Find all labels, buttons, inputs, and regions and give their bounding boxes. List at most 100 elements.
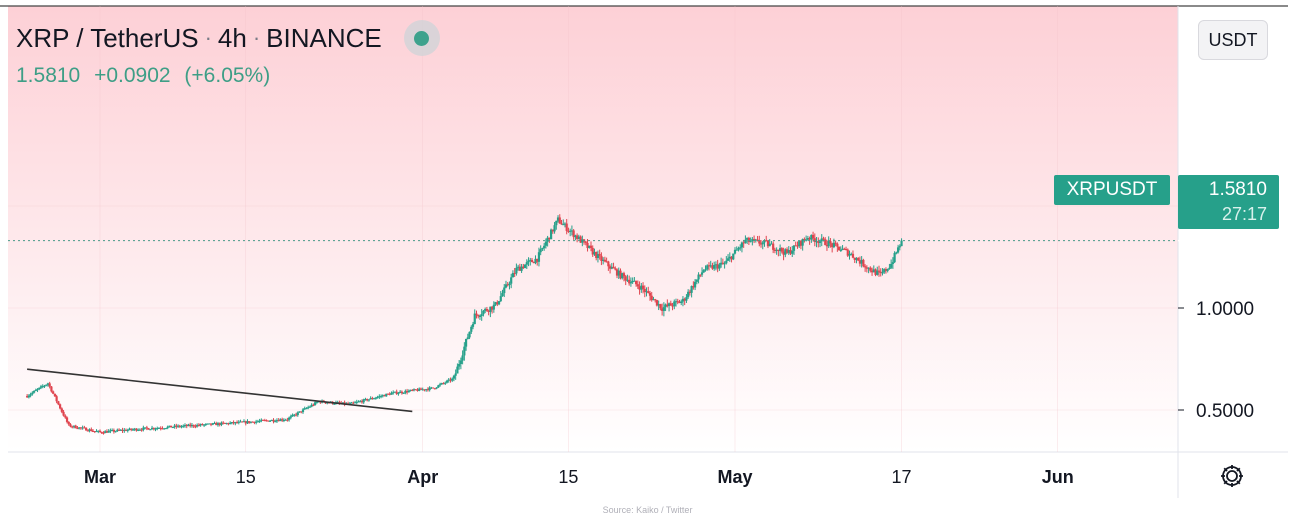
candle-body — [31, 392, 34, 395]
candle-body — [865, 267, 868, 269]
candle-body — [801, 238, 804, 246]
gear-icon[interactable] — [1217, 461, 1247, 491]
candle-body — [614, 268, 617, 270]
candle-body — [754, 239, 757, 241]
symbol-price-tag: XRPUSDT — [1054, 175, 1170, 205]
candle-body — [405, 390, 409, 393]
candle-body — [803, 238, 806, 241]
candle-body — [50, 386, 53, 392]
candle-body — [510, 277, 513, 284]
candle-body — [739, 247, 742, 249]
candle-body — [765, 240, 768, 242]
candle-body — [621, 273, 624, 279]
candle-body — [399, 391, 402, 394]
candle-body — [726, 258, 730, 261]
candle-body — [374, 397, 377, 399]
interval-label[interactable]: 4h — [217, 22, 247, 53]
candle-body — [251, 421, 254, 423]
candle-body — [817, 241, 820, 243]
candle-body — [463, 346, 466, 356]
candle-body — [393, 391, 397, 393]
candle-body — [244, 421, 247, 424]
candle-body — [529, 259, 532, 261]
candle-body — [275, 420, 279, 422]
candle-body — [173, 425, 176, 428]
candle-body — [293, 414, 296, 416]
candle-body — [530, 259, 534, 263]
candle-body — [366, 398, 369, 401]
candle-body — [489, 306, 492, 312]
candle-body — [124, 429, 128, 431]
candle-body — [360, 401, 364, 403]
candle-body — [308, 406, 312, 408]
candle-body — [709, 265, 712, 267]
candle-body — [688, 291, 691, 293]
currency-button[interactable]: USDT — [1198, 20, 1268, 60]
candle-body — [635, 280, 638, 285]
candle-body — [192, 424, 195, 427]
candle-body — [215, 423, 218, 426]
symbol-header[interactable]: XRP / TetherUS · 4h · BINANCE — [16, 20, 440, 56]
candle-body — [261, 419, 265, 421]
candle-body — [67, 421, 70, 425]
candle-body — [430, 387, 433, 389]
candle-body — [680, 301, 683, 304]
symbol-name[interactable]: XRP / TetherUS — [16, 22, 199, 53]
candle-body — [166, 426, 169, 429]
candle-body — [853, 257, 856, 260]
candle-body — [60, 408, 63, 412]
candle-body — [714, 264, 718, 266]
candle-body — [581, 239, 584, 243]
candle-body — [97, 430, 100, 432]
candle-body — [74, 425, 77, 429]
candle-body — [551, 229, 554, 232]
candle-body — [511, 273, 515, 278]
chart-background — [8, 6, 1178, 452]
candle-body — [373, 398, 376, 400]
candle-body — [733, 249, 737, 254]
candle-body — [491, 306, 494, 310]
candle-body — [459, 360, 462, 364]
candle-body — [808, 238, 811, 240]
candle-body — [43, 385, 46, 387]
candle-body — [867, 267, 870, 269]
candle-body — [624, 276, 627, 281]
candle-body — [386, 393, 390, 395]
candle-body — [196, 424, 199, 427]
candle-body — [76, 428, 79, 430]
candle-body — [39, 386, 43, 388]
candle-body — [326, 402, 329, 404]
candle-body — [201, 424, 204, 426]
candle-body — [829, 241, 832, 244]
candle-body — [832, 242, 835, 248]
candle-body — [451, 378, 454, 381]
candle-body — [367, 399, 371, 401]
candle-body — [263, 420, 266, 422]
time-tick-label: 17 — [892, 467, 912, 487]
candle-body — [506, 284, 509, 286]
candle-body — [536, 258, 539, 262]
candle-body — [711, 265, 714, 269]
candle-body — [661, 308, 664, 311]
candle-body — [789, 249, 792, 254]
market-status-indicator[interactable] — [403, 20, 440, 56]
candle-body — [662, 307, 665, 311]
candle-body — [692, 286, 695, 288]
candle-body — [480, 314, 483, 316]
candle-body — [296, 412, 299, 416]
candle-body — [818, 241, 822, 243]
candle-body — [421, 389, 424, 391]
candle-body — [497, 301, 501, 305]
candle-body — [589, 245, 593, 248]
candle-body — [418, 388, 421, 391]
candle-body — [249, 421, 253, 423]
candle-body — [376, 396, 379, 398]
candle-body — [411, 389, 414, 391]
candle-body — [225, 423, 228, 425]
candle-body — [62, 411, 65, 416]
candle-body — [784, 249, 787, 255]
candle-body — [693, 281, 697, 288]
candle-body — [612, 266, 615, 269]
